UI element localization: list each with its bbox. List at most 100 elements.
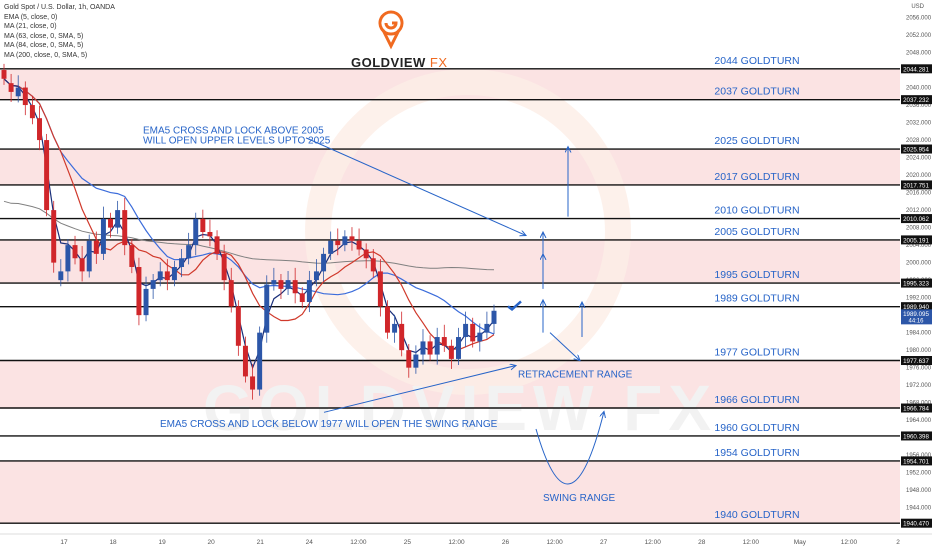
ma63-line <box>3 78 495 335</box>
time-tick: 2 <box>896 539 900 546</box>
price-tick: 2032.000 <box>906 121 932 127</box>
annotation-ema-down: EMA5 CROSS AND LOCK BELOW 1977 WILL OPEN… <box>160 419 498 430</box>
annotation-retracement: RETRACEMENT RANGE <box>518 369 633 380</box>
candle <box>250 376 256 390</box>
time-tick: May <box>794 539 807 546</box>
price-tick: 1972.000 <box>906 383 932 389</box>
candle <box>22 87 28 106</box>
annotation-ema-up-2: WILL OPEN UPPER LEVELS UPTO 2025 <box>143 136 331 147</box>
time-tick: 20 <box>208 539 216 546</box>
levels-layer: 2044 GOLDTURN 2037 GOLDTURN 2025 GOLDTURN 2… <box>0 55 900 524</box>
ema5-line <box>3 78 495 370</box>
arrow-to-2005 <box>305 137 526 236</box>
price-tick: 1984.000 <box>906 331 932 337</box>
swing-curve <box>535 411 604 485</box>
candle <box>313 271 319 281</box>
legend-ma63: MA (63, close, 0, SMA, 5) <box>4 32 84 40</box>
current-price-text: 1989.095 <box>903 311 929 318</box>
candle <box>441 337 447 346</box>
candle <box>356 240 362 250</box>
countdown-text: 44:16 <box>908 318 924 324</box>
candle <box>278 280 284 289</box>
logo-pin-tip-icon <box>381 29 401 50</box>
candle <box>150 280 156 289</box>
level-label: 2037 GOLDTURN <box>714 86 799 98</box>
level-price-tag-text: 2017.751 <box>903 182 929 189</box>
candle <box>29 105 35 119</box>
candle <box>349 236 355 241</box>
level-price-tag-text: 1995.323 <box>903 281 929 288</box>
level-price-tag <box>901 403 932 413</box>
ma84-line <box>3 200 495 271</box>
level-price-tag-text: 1940.470 <box>903 521 929 528</box>
level-price-tag <box>901 431 932 441</box>
currency-label: USD <box>911 4 924 10</box>
candle <box>37 118 42 141</box>
candle <box>93 240 99 254</box>
level-price-tag <box>901 64 932 74</box>
price-axis: 2056.000 2052.000 2048.000 2040.000 2036.000… <box>900 0 932 534</box>
candle <box>377 271 383 307</box>
candle <box>72 245 78 259</box>
candle <box>186 245 192 259</box>
price-tick: 1976.000 <box>906 366 932 372</box>
candle <box>328 240 334 254</box>
time-tick: 12:00 <box>350 539 367 546</box>
candle <box>136 267 142 316</box>
level-label: 1954 GOLDTURN <box>714 447 799 459</box>
candle <box>171 267 177 281</box>
level-zone <box>0 239 900 284</box>
time-tick: 18 <box>109 539 117 546</box>
price-axis-bg <box>900 0 932 534</box>
legend-ma200: MA (200, close, 0, SMA, 5) <box>4 51 88 59</box>
candle <box>257 332 263 390</box>
candle <box>221 253 227 281</box>
time-tick: 26 <box>502 539 510 546</box>
time-tick: 21 <box>257 539 265 546</box>
candle <box>242 345 248 377</box>
candle <box>384 306 390 333</box>
level-price-tag <box>901 278 932 288</box>
candle <box>157 271 163 281</box>
time-tick: 12:00 <box>546 539 563 546</box>
candle <box>292 280 298 294</box>
level-price-tag-text: 2044.281 <box>903 66 929 73</box>
level-label: 2017 GOLDTURN <box>714 171 799 183</box>
price-tick: 2040.000 <box>906 86 932 92</box>
price-tick: 1956.000 <box>906 453 932 459</box>
candle <box>448 345 454 359</box>
candle <box>484 323 490 333</box>
price-tick: 1944.000 <box>906 506 932 512</box>
candle <box>8 83 14 92</box>
level-price-tag <box>901 144 932 154</box>
price-tick: 2052.000 <box>906 33 932 39</box>
candle <box>470 323 476 342</box>
price-tick: 1992.000 <box>906 296 932 302</box>
time-tick: 19 <box>159 539 167 546</box>
candle <box>164 271 170 281</box>
candle <box>15 87 21 97</box>
candle <box>427 341 433 355</box>
candle <box>321 253 327 272</box>
time-tick: 12:00 <box>743 539 760 546</box>
price-tick: 2056.000 <box>906 16 932 22</box>
candle <box>299 293 305 303</box>
price-tick: 1980.000 <box>906 348 932 354</box>
arrow-down-1977 <box>549 332 580 361</box>
level-label: 2005 GOLDTURN <box>714 226 799 238</box>
level-zone <box>0 460 900 524</box>
level-price-tag <box>901 456 932 466</box>
level-price-tag <box>901 518 932 528</box>
legend-title: Gold Spot / U.S. Dollar, 1h, OANDA <box>4 4 115 11</box>
time-axis: 17 18 19 20 21 24 12:00 25 12:00 26 12:00 27 12:00 28… <box>0 533 932 550</box>
candle <box>306 280 312 303</box>
current-price-tag <box>901 309 932 325</box>
level-price-tag-text: 1960.398 <box>903 433 929 440</box>
chart-legend: Gold Spot / U.S. Dollar, 1h, OANDA EMA (… <box>4 3 115 61</box>
legend-ma21: MA (21, close, 0) <box>4 23 57 31</box>
price-tick: 1948.000 <box>906 488 932 494</box>
annotation-swing: SWING RANGE <box>543 493 616 504</box>
price-tick: 2020.000 <box>906 173 932 179</box>
